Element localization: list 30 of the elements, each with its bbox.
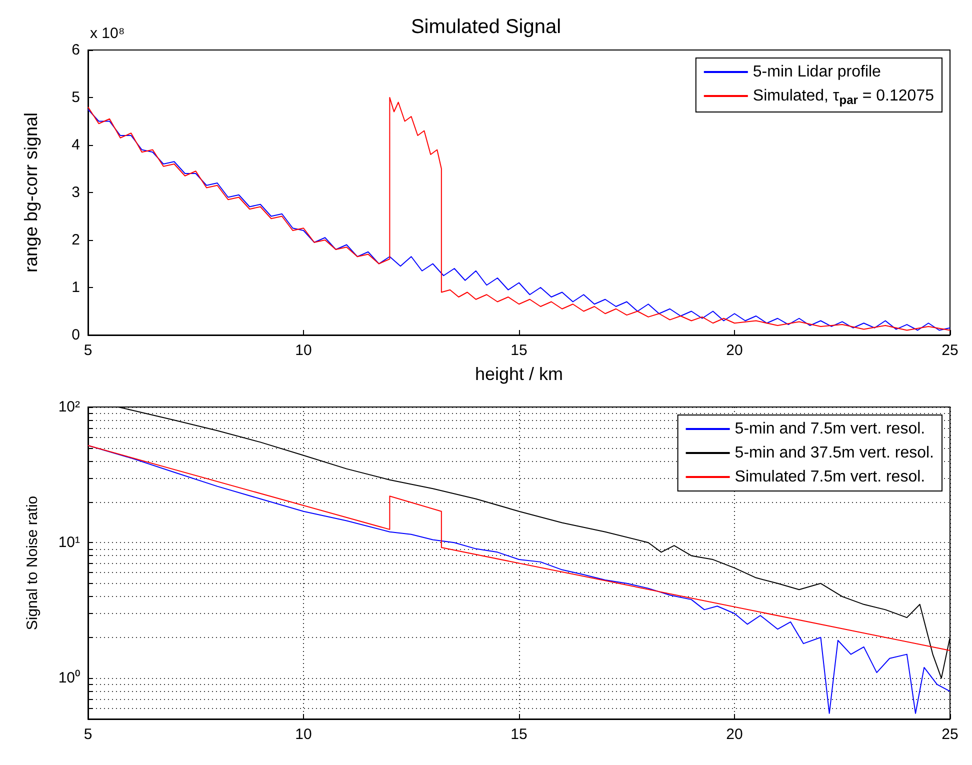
y-tick-label: 10¹	[58, 534, 80, 552]
x-axis-title: height / km	[474, 364, 564, 384]
y-tick-label: 1	[72, 279, 80, 296]
legend-label: 5-min Lidar profile	[752, 64, 882, 80]
x-tick-label: 10	[295, 342, 312, 359]
legend-label: 5-min and 37.5m vert. resol.	[734, 444, 934, 462]
y-axis-title: Signal to Noise ratio	[24, 496, 41, 630]
x-tick-label: 20	[726, 726, 743, 743]
line-series	[88, 445, 950, 652]
x-tick-label: 5	[84, 726, 92, 743]
x-tick-label: 20	[726, 342, 743, 359]
y-tick-label: 6	[72, 42, 80, 58]
x-tick-label: 25	[942, 726, 958, 743]
y-axis-title: range bg-corr signal	[21, 112, 41, 273]
x-tick-label: 25	[942, 342, 958, 359]
legend-label: 5-min and 7.5m vert. resol.	[734, 420, 926, 438]
y-tick-label: 5	[72, 89, 80, 106]
y-tick-label: 0	[72, 326, 80, 344]
x-tick-label: 15	[510, 342, 528, 359]
text: x 10⁸	[90, 25, 125, 42]
chart-title: Simulated Signal	[410, 16, 562, 38]
x-tick-label: 10	[295, 726, 312, 743]
x-tick-label: 5	[84, 342, 92, 359]
y-tick-label: 2	[72, 232, 80, 248]
y-tick-label: 3	[72, 184, 80, 201]
y-tick-label: 4	[72, 136, 80, 154]
x-tick-label: 15	[510, 726, 528, 743]
legend-label: Simulated 7.5m vert. resol.	[734, 468, 926, 486]
y-tick-label: 10²	[58, 398, 80, 416]
y-tick-label: 10⁰	[58, 670, 80, 687]
